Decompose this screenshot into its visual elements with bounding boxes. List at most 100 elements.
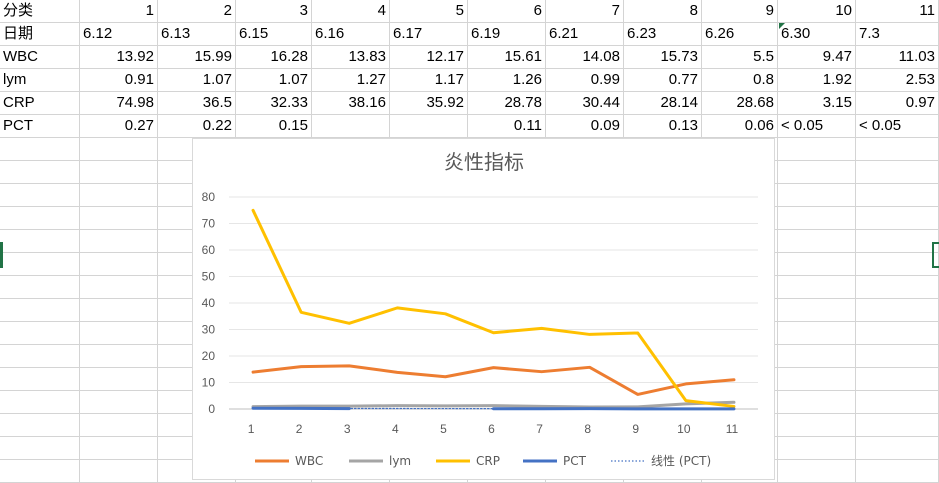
empty-cell[interactable] — [0, 207, 80, 230]
row-header-cell[interactable]: WBC — [0, 46, 80, 69]
empty-cell[interactable] — [80, 368, 158, 391]
data-cell[interactable]: 1.92 — [778, 69, 856, 92]
data-cell[interactable]: 0.97 — [856, 92, 939, 115]
empty-cell[interactable] — [856, 368, 939, 391]
empty-cell[interactable] — [80, 207, 158, 230]
data-cell[interactable]: 38.16 — [312, 92, 390, 115]
data-cell[interactable]: 15.99 — [158, 46, 236, 69]
empty-cell[interactable] — [0, 184, 80, 207]
row-header-cell[interactable]: 日期 — [0, 23, 80, 46]
data-cell[interactable]: < 0.05 — [778, 115, 856, 138]
data-cell[interactable]: 2 — [158, 0, 236, 23]
data-cell[interactable]: 5 — [390, 0, 468, 23]
empty-cell[interactable] — [856, 230, 939, 253]
empty-cell[interactable] — [778, 414, 856, 437]
empty-cell[interactable] — [856, 276, 939, 299]
empty-cell[interactable] — [0, 345, 80, 368]
empty-cell[interactable] — [856, 253, 939, 276]
empty-cell[interactable] — [0, 276, 80, 299]
data-cell[interactable]: 15.73 — [624, 46, 702, 69]
data-cell[interactable]: 10 — [778, 0, 856, 23]
empty-cell[interactable] — [80, 437, 158, 460]
empty-cell[interactable] — [0, 138, 80, 161]
empty-cell[interactable] — [778, 184, 856, 207]
row-header-cell[interactable]: 分类 — [0, 0, 80, 23]
data-cell[interactable]: 16.28 — [236, 46, 312, 69]
data-cell[interactable]: 14.08 — [546, 46, 624, 69]
data-cell[interactable]: < 0.05 — [856, 115, 939, 138]
empty-cell[interactable] — [80, 138, 158, 161]
empty-cell[interactable] — [856, 322, 939, 345]
empty-cell[interactable] — [80, 414, 158, 437]
data-cell[interactable]: 12.17 — [390, 46, 468, 69]
data-cell[interactable]: 0.06 — [702, 115, 778, 138]
data-cell[interactable] — [312, 115, 390, 138]
data-cell[interactable]: 7 — [546, 0, 624, 23]
data-cell[interactable]: 1.07 — [236, 69, 312, 92]
data-cell[interactable]: 1 — [80, 0, 158, 23]
empty-cell[interactable] — [856, 138, 939, 161]
empty-cell[interactable] — [778, 253, 856, 276]
data-cell[interactable]: 74.98 — [80, 92, 158, 115]
row-header-cell[interactable]: PCT — [0, 115, 80, 138]
data-cell[interactable]: 8 — [624, 0, 702, 23]
data-cell[interactable]: 36.5 — [158, 92, 236, 115]
empty-cell[interactable] — [0, 414, 80, 437]
empty-cell[interactable] — [856, 299, 939, 322]
empty-cell[interactable] — [0, 322, 80, 345]
empty-cell[interactable] — [856, 391, 939, 414]
data-cell[interactable]: 0.13 — [624, 115, 702, 138]
data-cell[interactable]: 9 — [702, 0, 778, 23]
empty-cell[interactable] — [778, 230, 856, 253]
empty-cell[interactable] — [0, 391, 80, 414]
row-header-cell[interactable]: lym — [0, 69, 80, 92]
data-cell[interactable] — [390, 115, 468, 138]
data-cell[interactable]: 3.15 — [778, 92, 856, 115]
empty-cell[interactable] — [856, 207, 939, 230]
empty-cell[interactable] — [0, 253, 80, 276]
data-cell[interactable]: 9.47 — [778, 46, 856, 69]
data-cell[interactable]: 28.14 — [624, 92, 702, 115]
empty-cell[interactable] — [0, 368, 80, 391]
data-cell[interactable]: 0.15 — [236, 115, 312, 138]
data-cell[interactable]: 7.3 — [856, 23, 939, 46]
empty-cell[interactable] — [778, 161, 856, 184]
data-cell[interactable]: 6.15 — [236, 23, 312, 46]
data-cell[interactable]: 6.17 — [390, 23, 468, 46]
empty-cell[interactable] — [80, 322, 158, 345]
data-cell[interactable]: 6.12 — [80, 23, 158, 46]
empty-cell[interactable] — [80, 253, 158, 276]
empty-cell[interactable] — [778, 345, 856, 368]
data-cell[interactable]: 1.26 — [468, 69, 546, 92]
empty-cell[interactable] — [80, 230, 158, 253]
data-cell[interactable]: 6.23 — [624, 23, 702, 46]
empty-cell[interactable] — [80, 276, 158, 299]
data-cell[interactable]: 13.83 — [312, 46, 390, 69]
empty-cell[interactable] — [856, 184, 939, 207]
empty-cell[interactable] — [80, 345, 158, 368]
data-cell[interactable]: 13.92 — [80, 46, 158, 69]
data-cell[interactable]: 11.03 — [856, 46, 939, 69]
empty-cell[interactable] — [778, 437, 856, 460]
data-cell[interactable]: 5.5 — [702, 46, 778, 69]
data-cell[interactable]: 1.07 — [158, 69, 236, 92]
data-cell[interactable]: 28.68 — [702, 92, 778, 115]
data-cell[interactable]: 30.44 — [546, 92, 624, 115]
data-cell[interactable]: 0.8 — [702, 69, 778, 92]
data-cell[interactable]: 0.99 — [546, 69, 624, 92]
data-cell[interactable]: 6.30 — [778, 23, 856, 46]
data-cell[interactable]: 32.33 — [236, 92, 312, 115]
data-cell[interactable]: 4 — [312, 0, 390, 23]
data-cell[interactable]: 6.19 — [468, 23, 546, 46]
row-header-cell[interactable]: CRP — [0, 92, 80, 115]
data-cell[interactable]: 2.53 — [856, 69, 939, 92]
empty-cell[interactable] — [778, 368, 856, 391]
data-cell[interactable]: 35.92 — [390, 92, 468, 115]
empty-cell[interactable] — [0, 299, 80, 322]
empty-cell[interactable] — [778, 276, 856, 299]
data-cell[interactable]: 15.61 — [468, 46, 546, 69]
data-cell[interactable]: 0.11 — [468, 115, 546, 138]
data-cell[interactable]: 6.26 — [702, 23, 778, 46]
data-cell[interactable]: 28.78 — [468, 92, 546, 115]
